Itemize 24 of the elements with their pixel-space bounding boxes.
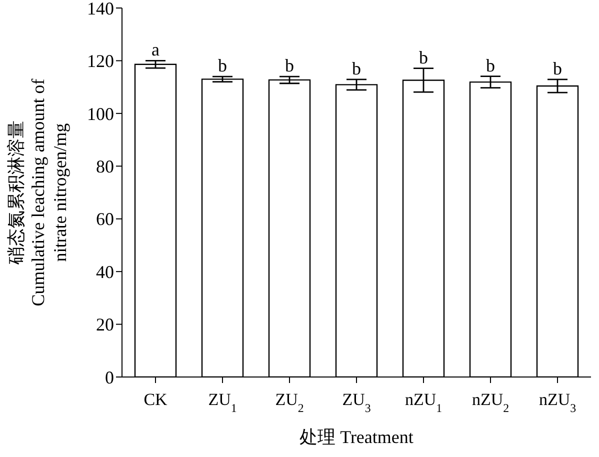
x-axis-title: 处理 Treatment [300, 427, 414, 447]
annotation: b [218, 56, 227, 76]
y-tick-label: 80 [96, 156, 114, 177]
y-tick-label: 120 [87, 51, 114, 72]
y-tick-label: 20 [96, 314, 114, 335]
x-tick-label: ZU$_{2}$ [275, 390, 304, 415]
annotation: b [553, 58, 562, 78]
y-axis-title: 硝态氮累积淋溶量 Cumulative leaching amount of nitrate nitrogen/mg [6, 78, 70, 306]
annotation: b [486, 55, 495, 76]
x-tick-label: nZU$_{2}$ [472, 390, 510, 415]
x-tick-label: CK [144, 390, 168, 409]
y-tick-label: 60 [96, 209, 114, 230]
x-tick-label: nZU$_{3}$ [538, 390, 576, 415]
annotation: b [419, 47, 428, 68]
y-tick-label: 0 [105, 367, 114, 388]
annotation: b [352, 58, 361, 78]
x-tick-label: ZU$_{3}$ [342, 390, 371, 415]
y-tick-label: 40 [96, 262, 114, 282]
annotation: b [285, 56, 294, 76]
x-tick-label: ZU$_{1}$ [208, 390, 237, 415]
y-tick-label: 140 [87, 0, 114, 18]
x-tick-label: nZU$_{1}$ [404, 390, 442, 415]
annotation: a [152, 40, 160, 60]
y-tick-label: 100 [87, 104, 114, 124]
